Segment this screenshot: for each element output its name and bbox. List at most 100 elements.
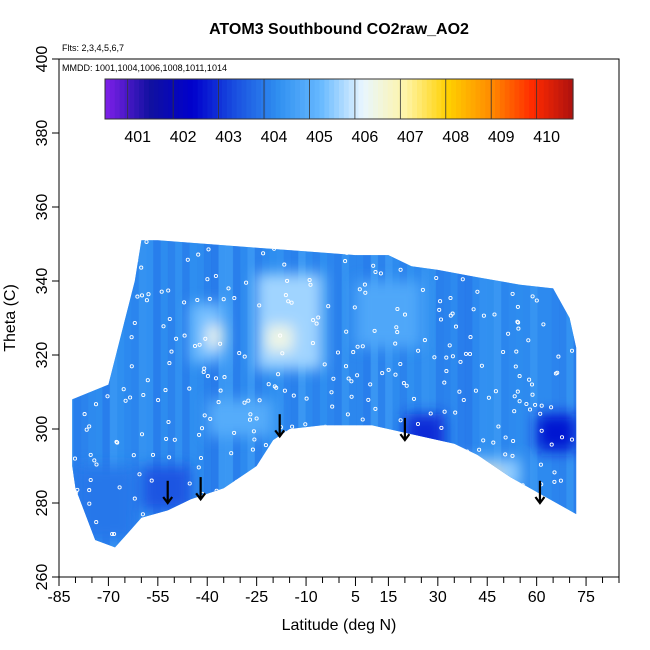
sample-point — [416, 449, 421, 454]
heatmap-cell — [75, 466, 135, 540]
sample-point — [289, 300, 294, 305]
heatmap-column — [603, 59, 611, 577]
sample-point — [412, 499, 417, 504]
sample-point — [371, 263, 376, 268]
sample-point — [263, 443, 268, 448]
colorbar-swatch — [431, 79, 438, 119]
sample-point — [135, 294, 140, 299]
sample-point — [150, 452, 156, 457]
sample-point — [552, 470, 557, 475]
sample-point — [541, 322, 546, 327]
heatmap-column — [341, 240, 350, 548]
sample-point — [414, 476, 419, 481]
sample-point — [461, 245, 466, 250]
sample-point — [357, 287, 362, 292]
sample-point — [165, 544, 170, 548]
sample-point — [335, 463, 340, 468]
heatmap-column — [124, 240, 132, 548]
sample-point — [88, 452, 93, 457]
sample-point — [543, 531, 548, 536]
heatmap-column — [102, 240, 111, 548]
sample-point — [172, 437, 177, 442]
y-axis: 260 280 300 320 340 360 380 400 — [34, 46, 59, 590]
colorbar-swatch — [382, 79, 389, 119]
sample-point — [523, 241, 528, 246]
sample-point — [198, 233, 201, 236]
sample-point — [473, 478, 478, 483]
sample-point — [382, 449, 388, 454]
sample-point — [398, 418, 403, 423]
colorbar-swatch — [163, 79, 169, 119]
sample-point — [218, 388, 223, 393]
sample-point — [296, 475, 301, 480]
sample-point — [454, 479, 459, 484]
sample-point — [552, 479, 557, 484]
sample-point — [156, 398, 161, 403]
sample-point — [344, 528, 349, 533]
arrow-marker — [162, 480, 174, 505]
sample-point — [491, 267, 496, 272]
sample-point — [512, 394, 517, 399]
sample-point — [257, 477, 262, 482]
sample-point — [351, 350, 356, 355]
sample-point — [376, 433, 381, 438]
sample-point — [510, 453, 515, 458]
sample-point — [481, 313, 486, 318]
sample-point — [136, 533, 141, 538]
colorbar-swatch — [319, 79, 325, 119]
sample-point — [427, 518, 432, 523]
sample-point — [206, 247, 211, 252]
sample-point — [335, 240, 340, 245]
sample-point — [87, 424, 92, 429]
sample-point — [218, 341, 223, 346]
heatmap-column — [515, 240, 524, 548]
sample-point — [516, 320, 521, 325]
sample-point — [346, 376, 351, 381]
x-tick-label: -55 — [146, 589, 169, 606]
sample-point — [435, 496, 440, 502]
sample-point — [415, 421, 421, 427]
colorbar-swatch — [144, 79, 150, 119]
sample-point — [360, 344, 365, 349]
sample-point — [132, 320, 137, 326]
x-tick-label: 45 — [478, 589, 496, 606]
sample-point — [342, 544, 347, 548]
sample-point — [533, 402, 538, 407]
sample-point — [513, 364, 518, 369]
sample-point — [166, 419, 171, 425]
colorbar-swatch — [187, 79, 194, 119]
sample-point — [306, 516, 311, 521]
sample-point — [263, 483, 268, 488]
sample-point — [487, 232, 490, 235]
heatmap-column — [203, 240, 212, 548]
sample-point — [148, 526, 153, 531]
heatmap-cell — [536, 414, 577, 452]
sample-point — [88, 373, 93, 378]
heatmap-column — [276, 240, 285, 548]
heatmap-column — [479, 240, 487, 548]
sample-point — [87, 501, 92, 506]
heatmap-column — [566, 240, 574, 548]
sample-point — [465, 449, 470, 454]
sample-point — [343, 259, 348, 264]
sample-point — [450, 253, 455, 259]
sample-point — [279, 478, 284, 483]
sample-point — [344, 329, 349, 334]
sample-point — [145, 378, 150, 383]
sample-point — [459, 511, 464, 516]
heatmap-column — [269, 240, 277, 548]
sample-point — [216, 400, 221, 405]
sample-point — [355, 373, 360, 378]
x-tick-label: -10 — [294, 589, 317, 606]
colorbar-swatch — [202, 79, 208, 119]
sample-point — [313, 246, 318, 252]
sample-point — [314, 321, 319, 326]
sample-point — [399, 235, 402, 238]
sample-point — [394, 514, 399, 519]
sample-point — [290, 424, 295, 429]
heatmap-column — [348, 240, 357, 548]
sample-point — [144, 298, 149, 303]
sample-point — [93, 318, 98, 323]
sample-point — [308, 282, 313, 287]
sample-point — [252, 437, 257, 442]
